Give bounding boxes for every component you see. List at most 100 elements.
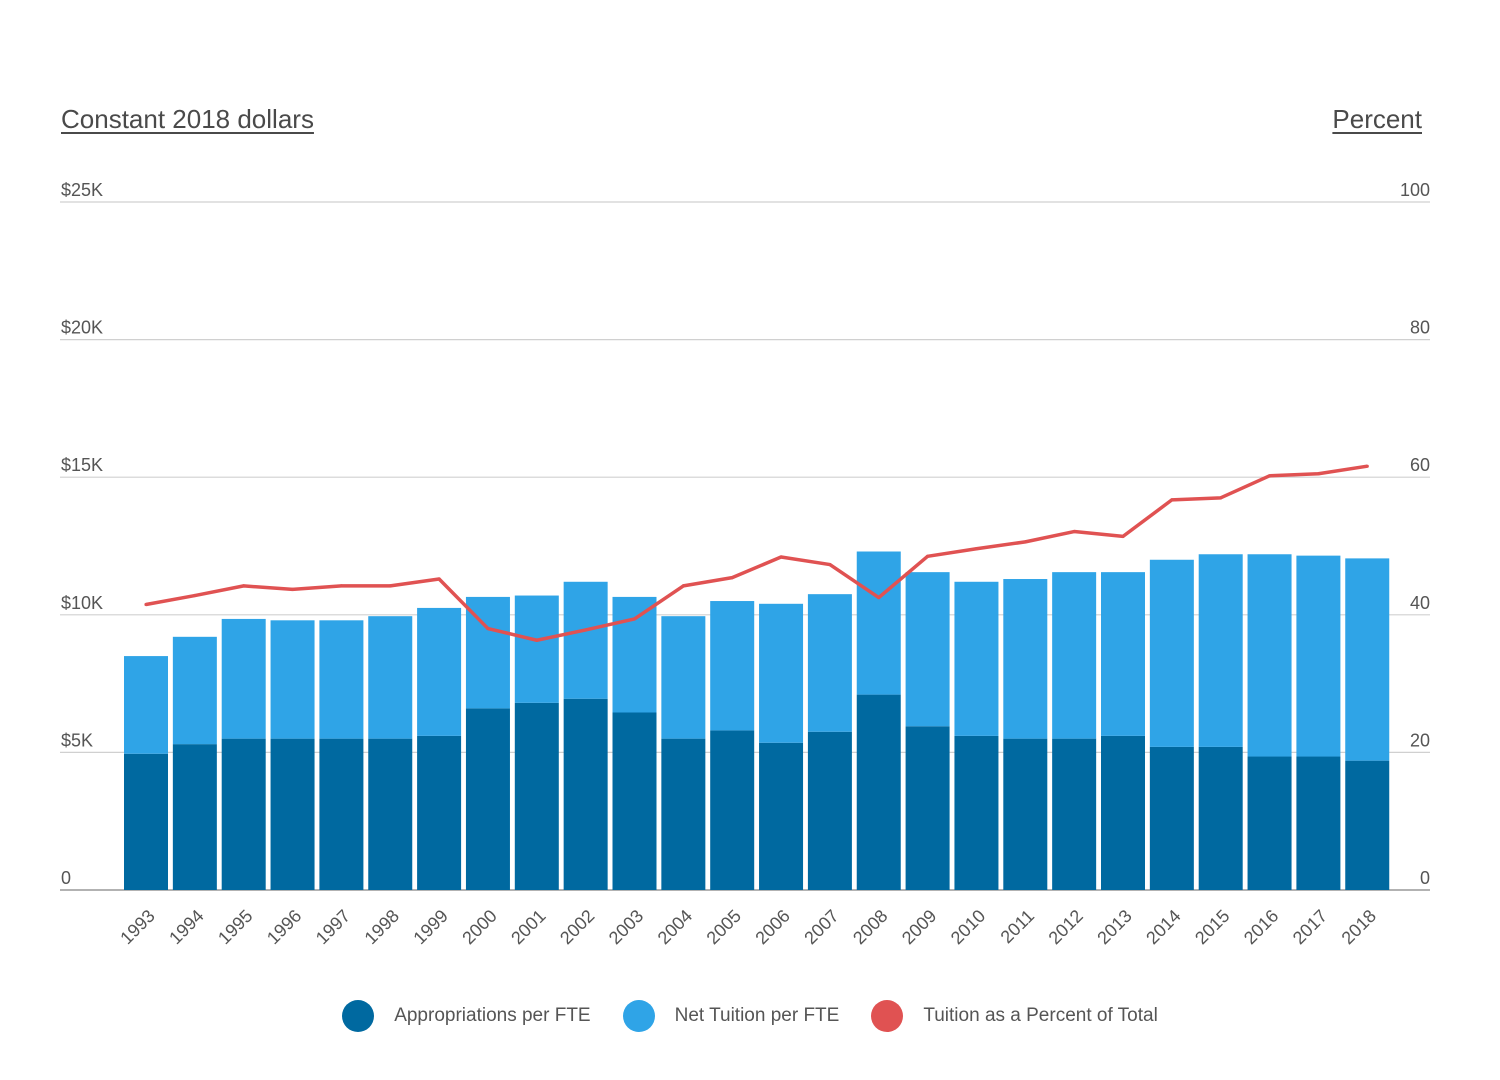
bar-appropriations — [1052, 738, 1097, 890]
left-tick-label: 0 — [61, 868, 71, 888]
point-tuition-percent — [974, 547, 979, 551]
point-tuition-percent — [1267, 474, 1272, 478]
bar-net-tuition — [1003, 579, 1048, 739]
right-tick-label: 20 — [1410, 730, 1430, 750]
point-tuition-percent — [632, 617, 637, 621]
right-tick-label: 40 — [1410, 593, 1430, 613]
x-tick-label: 1996 — [263, 906, 305, 948]
point-tuition-percent — [828, 562, 832, 567]
legend-label-tuition-percent: Tuition as a Percent of Total — [923, 1005, 1158, 1026]
x-tick-label: 2009 — [898, 906, 940, 948]
point-tuition-percent — [193, 593, 197, 598]
bar-net-tuition — [1149, 559, 1194, 747]
x-tick-label: 2011 — [997, 906, 1039, 948]
x-tick-label: 2016 — [1240, 906, 1282, 948]
point-tuition-percent — [535, 638, 539, 642]
right-tick-label: 0 — [1420, 868, 1430, 888]
bar-net-tuition — [221, 618, 266, 739]
point-tuition-percent — [779, 555, 783, 559]
bar-appropriations — [1247, 756, 1292, 890]
bar-appropriations — [759, 742, 804, 890]
bar-appropriations — [807, 731, 852, 890]
bar-appropriations — [1149, 746, 1194, 890]
x-tick-label: 2008 — [849, 906, 891, 948]
bar-appropriations — [417, 735, 462, 890]
x-tick-label: 2001 — [507, 906, 549, 948]
point-tuition-percent — [926, 554, 930, 558]
right-tick-label: 100 — [1400, 180, 1430, 200]
legend-item-net-tuition[interactable]: Net Tuition per FTE — [622, 1000, 840, 1032]
legend-swatch-appropriations — [342, 1000, 375, 1032]
x-tick-label: 2002 — [556, 906, 598, 948]
point-tuition-percent — [144, 602, 148, 607]
chart-canvas: 0 0 $5K 20 $10K 40 $15K 60 $20K 80 $25K 100 1993 1994… — [60, 180, 1430, 948]
bar-appropriations — [661, 738, 706, 890]
bar-appropriations — [1003, 738, 1048, 890]
legend-label-net-tuition: Net Tuition per FTE — [674, 1005, 840, 1026]
bar-appropriations — [221, 738, 266, 890]
x-tick-label: 2006 — [751, 906, 793, 948]
bar-net-tuition — [1247, 554, 1292, 757]
bar-appropriations — [1345, 760, 1390, 890]
bar-net-tuition — [1296, 555, 1341, 757]
bar-appropriations — [612, 712, 657, 890]
bar-net-tuition — [124, 656, 168, 754]
bar-appropriations — [954, 735, 999, 890]
bar-net-tuition — [514, 595, 559, 703]
point-tuition-percent — [1365, 464, 1369, 468]
point-tuition-percent — [1219, 496, 1223, 500]
bar-net-tuition — [612, 596, 657, 713]
point-tuition-percent — [584, 628, 588, 632]
x-tick-label: 2005 — [703, 906, 745, 948]
line-tuition-percent — [145, 464, 1368, 643]
bar-appropriations — [465, 708, 510, 890]
legend-item-tuition-percent[interactable]: Tuition as a Percent of Total — [871, 1000, 1158, 1032]
x-tick-label: 2007 — [800, 906, 842, 948]
point-tuition-percent — [242, 584, 246, 588]
point-tuition-percent — [877, 596, 881, 600]
bar-net-tuition — [710, 601, 755, 731]
x-tick-label: 1994 — [165, 906, 207, 948]
legend-item-appropriations[interactable]: Appropriations per FTE — [342, 1000, 591, 1032]
bar-net-tuition — [172, 636, 217, 745]
x-tick-label: 1999 — [409, 906, 451, 948]
x-tick-label: 2013 — [1093, 906, 1135, 948]
bar-net-tuition — [1101, 572, 1145, 736]
x-tick-label: 1993 — [116, 906, 158, 948]
bar-net-tuition — [319, 620, 364, 739]
legend-label-appropriations: Appropriations per FTE — [394, 1005, 591, 1026]
point-tuition-percent — [437, 577, 441, 581]
legend-swatch-tuition-percent — [871, 1000, 904, 1032]
x-tick-label: 1997 — [312, 906, 354, 948]
x-tick-label: 2004 — [654, 906, 696, 948]
x-tick-label: 2000 — [458, 906, 500, 948]
bar-appropriations — [319, 738, 364, 890]
bar-net-tuition — [368, 616, 413, 739]
point-tuition-percent — [730, 576, 734, 580]
bar-appropriations — [1296, 756, 1341, 890]
bar-appropriations — [856, 694, 901, 890]
bar-net-tuition — [270, 620, 315, 739]
bar-net-tuition — [417, 607, 462, 736]
bar-appropriations — [1101, 735, 1145, 890]
bar-net-tuition — [759, 603, 804, 743]
bar-net-tuition — [661, 616, 706, 739]
bar-appropriations — [905, 726, 950, 890]
left-tick-label: $10K — [61, 593, 103, 613]
x-tick-label: 1998 — [361, 906, 403, 948]
left-axis-title: Constant 2018 dollars — [61, 104, 314, 134]
bar-appropriations — [124, 753, 168, 890]
left-tick-label: $20K — [61, 318, 103, 338]
bar-appropriations — [270, 738, 315, 890]
right-tick-label: 80 — [1410, 318, 1430, 338]
x-tick-label: 2017 — [1289, 906, 1331, 948]
bar-appropriations — [563, 698, 608, 890]
point-tuition-percent — [1023, 540, 1027, 544]
bar-net-tuition — [1052, 572, 1097, 739]
bar-net-tuition — [1345, 558, 1390, 761]
x-tick-label: 1995 — [214, 906, 256, 948]
bar-net-tuition — [954, 581, 999, 736]
bar-net-tuition — [563, 581, 608, 699]
x-tick-label: 2010 — [947, 906, 989, 948]
x-tick-label: 2018 — [1338, 906, 1380, 948]
